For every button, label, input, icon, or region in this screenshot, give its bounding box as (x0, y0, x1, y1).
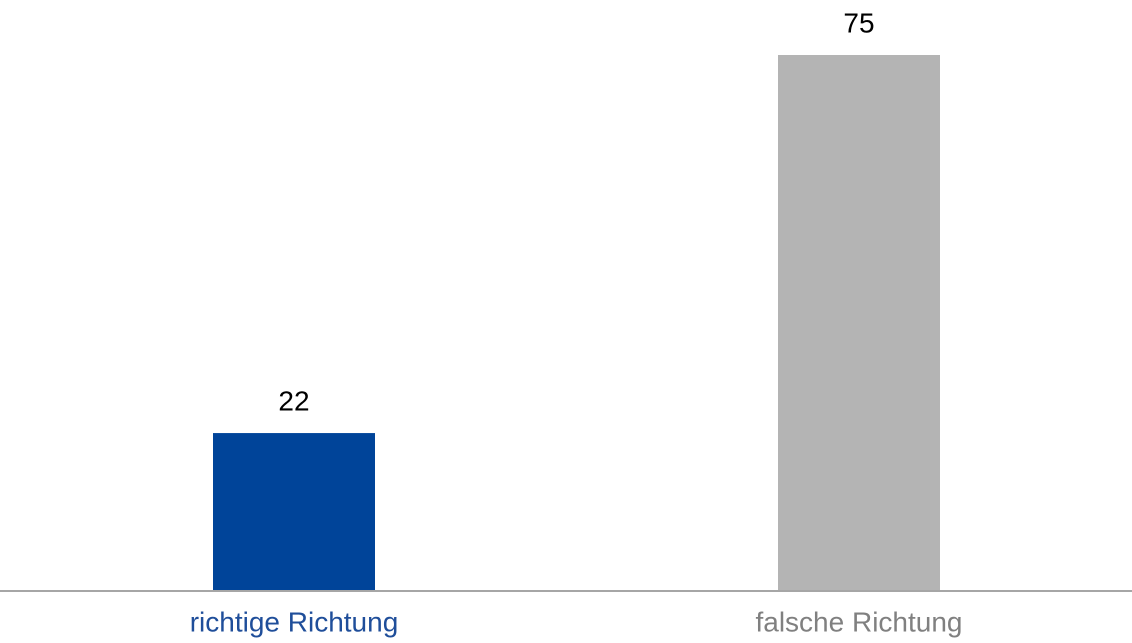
bar (213, 433, 375, 590)
value-label: 75 (843, 7, 874, 38)
x-tick-label: richtige Richtung (190, 606, 399, 637)
x-tick-label: falsche Richtung (755, 606, 962, 637)
value-label: 22 (278, 385, 309, 416)
bar (778, 55, 940, 590)
